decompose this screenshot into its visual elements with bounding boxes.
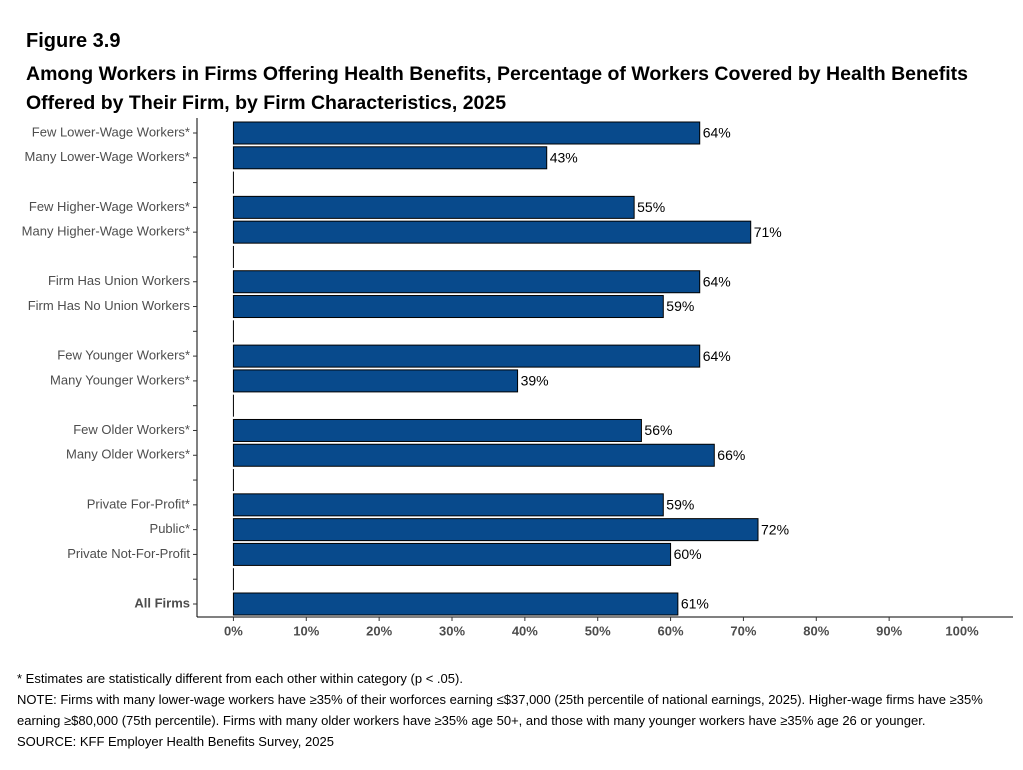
bar [232,344,701,368]
note: * Estimates are statistically different … [17,671,463,686]
bar [232,592,679,616]
value-label: 43% [550,149,578,165]
bar [232,121,701,145]
value-label: 59% [666,497,694,513]
x-tick-label: 100% [945,623,979,638]
bar [232,493,664,517]
bar [232,369,519,393]
y-tick-label: Many Younger Workers* [50,372,190,387]
x-tick-label: 70% [730,623,756,638]
y-tick-label: Private Not-For-Profit [67,546,190,561]
y-tick-label: Firm Has No Union Workers [28,298,191,313]
chart: 0% 10% 20% 30% 40% 50% 60% 70% 80% 90% 100% Few Low… [22,118,1013,638]
x-tick-label: 90% [876,623,902,638]
bar [232,270,701,294]
chart-title: Among Workers in Firms Offering Health B… [26,63,968,114]
bar [232,195,635,219]
value-label: 55% [637,199,665,215]
x-tick-label: 30% [439,623,465,638]
value-label: 72% [761,521,789,537]
bar [232,542,672,566]
y-tick-label: Few Higher-Wage Workers* [29,199,190,214]
x-tick-label: 40% [512,623,538,638]
bar [232,146,548,170]
note: NOTE: Firms with many lower-wage workers… [17,692,983,728]
y-tick-label: Few Lower-Wage Workers* [32,124,190,139]
bar [232,443,715,467]
value-label: 60% [674,546,702,562]
bar [232,295,664,319]
x-tick-label: 60% [658,623,684,638]
value-label: 64% [703,348,731,364]
x-tick-label: 80% [803,623,829,638]
y-tick-label: All Firms [134,595,190,610]
figure-label: Figure 3.9 [26,30,121,52]
y-tick-label: Firm Has Union Workers [48,273,191,288]
y-tick-label: Private For-Profit* [87,496,190,511]
x-tick-label: 50% [585,623,611,638]
value-label: 64% [703,273,731,289]
bar [232,418,642,442]
value-label: 64% [703,125,731,141]
note: SOURCE: KFF Employer Health Benefits Sur… [17,734,334,749]
value-label: 39% [521,373,549,389]
notes: * Estimates are statistically different … [17,668,992,752]
value-label: 56% [644,422,672,438]
value-label: 71% [754,224,782,240]
y-tick-label: Many Lower-Wage Workers* [25,149,190,164]
value-label: 59% [666,298,694,314]
x-tick-label: 0% [224,623,243,638]
x-tick-label: 20% [366,623,392,638]
y-tick-label: Many Higher-Wage Workers* [22,224,190,239]
x-tick-label: 10% [293,623,319,638]
value-label: 66% [717,447,745,463]
y-tick-label: Few Older Workers* [73,422,190,437]
y-tick-label: Few Younger Workers* [57,348,190,363]
bar [232,518,759,542]
y-tick-label: Public* [150,521,190,536]
bar [232,220,752,244]
value-label: 61% [681,596,709,612]
y-tick-label: Many Older Workers* [66,447,190,462]
